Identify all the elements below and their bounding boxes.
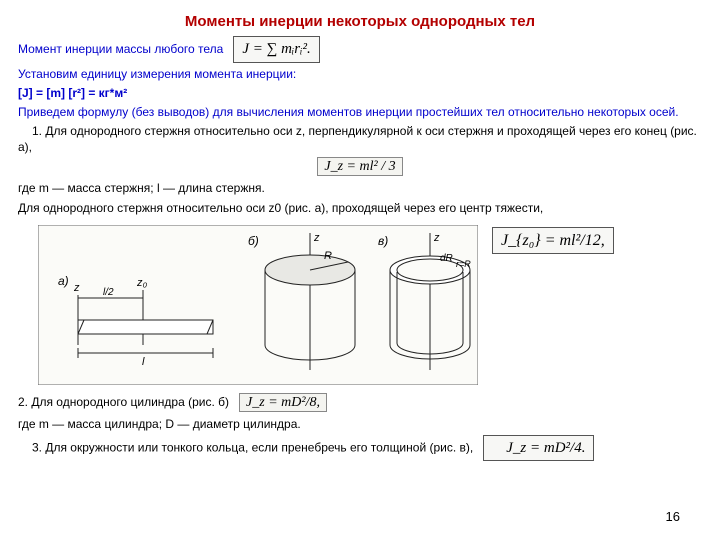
figures: а) z z₀ l/2 l б) z R в) xyxy=(38,225,478,385)
formula-rod-row: J_z = ml² / 3 xyxy=(18,158,702,177)
svg-text:z₀: z₀ xyxy=(136,277,148,289)
svg-text:z: z xyxy=(433,232,440,244)
svg-text:в): в) xyxy=(378,234,388,248)
page-number: 16 xyxy=(666,508,680,526)
text-cyl-vars: где m — масса цилиндра; D — диаметр цили… xyxy=(18,416,702,432)
item-1-text: Для однородного стержня относительно оси… xyxy=(18,124,697,154)
formula-cylinder: J_z = mD²/8, xyxy=(239,393,327,412)
page-title: Моменты инерции некоторых однородных тел xyxy=(18,12,702,32)
svg-text:r=R: r=R xyxy=(456,259,471,269)
formula-main: J = ∑ mᵢrᵢ². xyxy=(233,36,319,62)
text-moment-def: Момент инерции массы любого тела xyxy=(18,41,223,57)
text-rod-z0: Для однородного стержня относительно оси… xyxy=(18,200,702,216)
text-units-intro: Установим единицу измерения момента инер… xyxy=(18,66,702,82)
item-1: 1. Для однородного стержня относительно … xyxy=(18,123,702,155)
text-formula-intro: Приведем формулу (без выводов) для вычис… xyxy=(18,104,702,120)
item-3-text: 3. Для окружности или тонкого кольца, ес… xyxy=(32,440,473,454)
svg-text:R: R xyxy=(324,250,332,262)
svg-text:z: z xyxy=(313,232,320,244)
item-1-num: 1. xyxy=(32,124,45,138)
svg-text:z: z xyxy=(73,282,80,294)
item-3: 3. Для окружности или тонкого кольца, ес… xyxy=(18,435,702,461)
item-2-text: 2. Для однородного цилиндра (рис. б) xyxy=(18,395,229,409)
svg-text:а): а) xyxy=(58,274,69,288)
text-units-expr: [J] = [m] [r²] = кг*м² xyxy=(18,85,702,101)
formula-z0: J_{z₀} = ml²/12, xyxy=(492,227,614,255)
formula-rod: J_z = ml² / 3 xyxy=(317,157,402,176)
text-rod-vars: где m — масса стержня; l — длина стержня… xyxy=(18,180,702,196)
formula-ring: J_z = mD²/4. xyxy=(483,435,594,461)
svg-text:б): б) xyxy=(248,234,259,248)
item-2: 2. Для однородного цилиндра (рис. б) J_z… xyxy=(18,394,702,413)
svg-text:dR: dR xyxy=(440,253,453,264)
line-moment-def: Момент инерции массы любого тела J = ∑ m… xyxy=(18,36,702,62)
svg-text:l/2: l/2 xyxy=(103,287,114,298)
